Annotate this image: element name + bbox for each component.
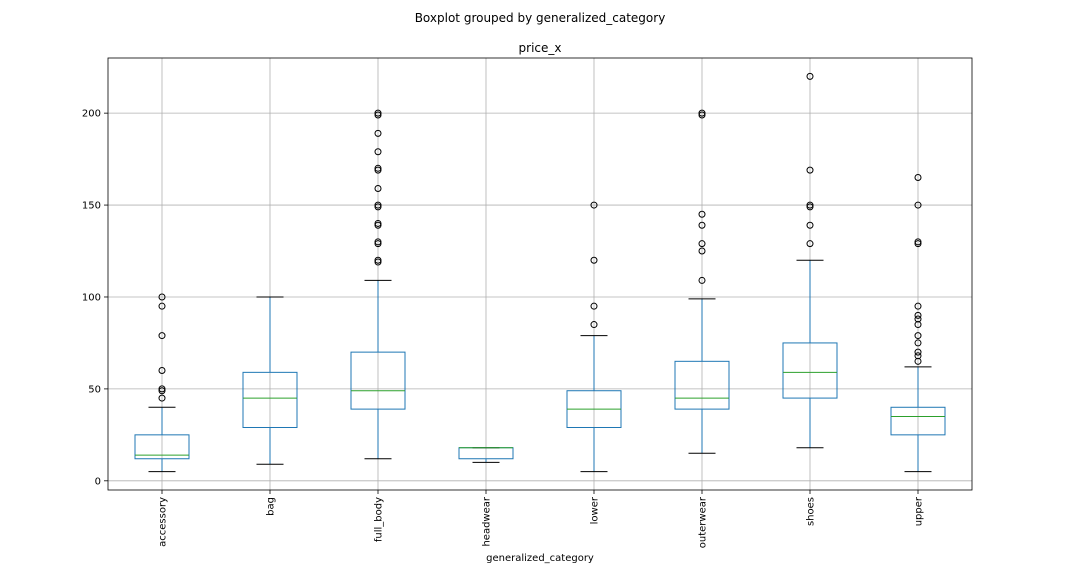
x-tick-label: outerwear xyxy=(698,496,709,548)
outlier-point xyxy=(374,219,382,227)
outlier-point xyxy=(374,109,382,117)
outlier-point xyxy=(914,201,922,209)
outlier-point xyxy=(914,302,922,310)
y-tick-label: 100 xyxy=(82,292,101,303)
outlier-point xyxy=(914,348,922,356)
plot-frame xyxy=(107,57,973,491)
x-tick-label: headwear xyxy=(482,496,493,546)
outlier-point xyxy=(806,240,814,248)
outlier-point xyxy=(698,240,706,248)
x-tick-label: accessory xyxy=(158,497,169,547)
chart-suptitle: Boxplot grouped by generalized_category xyxy=(415,11,666,25)
box-lower xyxy=(566,201,622,473)
outlier-point xyxy=(914,311,922,319)
outlier-point xyxy=(914,315,922,323)
x-axis-label: generalized_category xyxy=(486,553,594,564)
box-accessory xyxy=(134,293,190,473)
box-bag xyxy=(242,296,298,465)
chart-title: price_x xyxy=(519,41,562,55)
outlier-point xyxy=(374,129,382,137)
outlier-point xyxy=(590,302,598,310)
y-tick-label: 0 xyxy=(95,476,101,487)
outlier-point xyxy=(374,185,382,193)
outlier-point xyxy=(374,148,382,156)
x-tick-label: full_body xyxy=(374,497,385,542)
outlier-point xyxy=(374,256,382,264)
grid-layer xyxy=(108,58,972,490)
outlier-point xyxy=(374,258,382,266)
y-tick-label: 50 xyxy=(88,384,101,395)
tick-layer: 0 50 100 150 200 accessory bag full_body headwea… xyxy=(82,109,925,549)
outlier-point xyxy=(698,210,706,218)
outlier-point xyxy=(914,332,922,340)
outlier-point xyxy=(806,221,814,229)
outlier-point xyxy=(158,293,166,301)
y-tick-label: 150 xyxy=(82,201,101,212)
y-tick-label: 200 xyxy=(82,109,101,120)
outlier-point xyxy=(374,240,382,248)
outlier-point xyxy=(698,109,706,117)
box-headwear xyxy=(458,447,514,463)
outlier-point xyxy=(158,394,166,402)
box-full_body xyxy=(350,109,406,460)
outlier-point xyxy=(374,238,382,246)
outlier-point xyxy=(374,203,382,211)
outlier-point xyxy=(698,276,706,284)
outlier-point xyxy=(806,72,814,80)
x-tick-label: lower xyxy=(590,496,601,524)
outlier-point xyxy=(374,201,382,209)
outlier-point xyxy=(698,221,706,229)
outlier-point xyxy=(914,339,922,347)
box-shoes xyxy=(782,72,838,449)
outlier-point xyxy=(806,201,814,209)
box-outerwear xyxy=(674,109,730,454)
x-tick-label: upper xyxy=(914,496,925,526)
outlier-point xyxy=(158,385,166,393)
outlier-point xyxy=(806,203,814,211)
outlier-point xyxy=(590,201,598,209)
outlier-point xyxy=(914,173,922,181)
outlier-point xyxy=(158,387,166,395)
box-layer xyxy=(134,72,946,473)
outlier-point xyxy=(158,332,166,340)
outlier-point xyxy=(698,111,706,119)
outlier-point xyxy=(698,247,706,255)
box-upper xyxy=(890,173,946,473)
outlier-point xyxy=(914,352,922,360)
outlier-point xyxy=(590,321,598,329)
outlier-point xyxy=(590,256,598,264)
outlier-point xyxy=(914,240,922,248)
outlier-point xyxy=(158,302,166,310)
outlier-point xyxy=(914,238,922,246)
x-tick-label: shoes xyxy=(806,497,817,526)
x-tick-label: bag xyxy=(266,497,277,516)
outlier-point xyxy=(374,164,382,172)
outlier-point xyxy=(158,367,166,375)
outlier-point xyxy=(806,166,814,174)
outlier-point xyxy=(374,221,382,229)
outlier-point xyxy=(374,166,382,174)
outlier-point xyxy=(374,111,382,119)
